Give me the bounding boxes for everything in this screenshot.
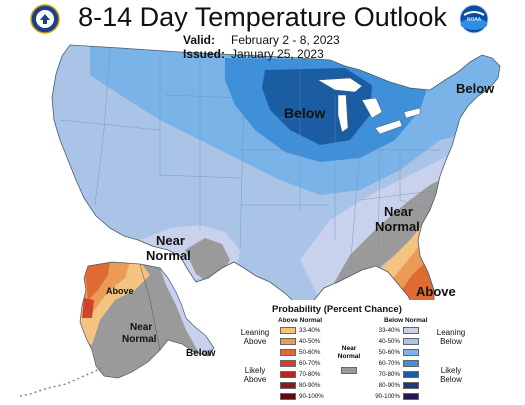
legend-above-swatch xyxy=(280,327,296,334)
issued-label: Issued: xyxy=(183,47,226,61)
label-above-florida: Above xyxy=(416,284,456,299)
legend-near-header: Near Normal xyxy=(337,345,361,360)
legend-above-row: 90-100% xyxy=(280,393,333,401)
legend-below-swatch xyxy=(403,360,419,367)
legend-below-label: 50-60% xyxy=(378,349,400,357)
legend-above-label: 70-80% xyxy=(299,371,321,379)
legend-above-label: 40-50% xyxy=(299,338,321,346)
commerce-seal-icon xyxy=(30,4,60,34)
legend-above-row: 50-60% xyxy=(280,349,333,357)
legend-above-label: 60-70% xyxy=(299,360,321,368)
label-below-midwest: Below xyxy=(284,105,325,121)
legend-leaning-above: Leaning Above xyxy=(240,328,270,346)
label-near-sw-1: Near xyxy=(156,233,185,248)
date-info: Valid: February 2 - 8, 2023 Issued: Januar… xyxy=(183,33,340,61)
page-title: 8-14 Day Temperature Outlook xyxy=(78,2,447,32)
legend-above-label: 80-90% xyxy=(299,382,321,390)
label-near-ak-1: Near xyxy=(130,322,152,333)
legend-likely-below: Likely Below xyxy=(440,366,462,384)
legend-above-swatch xyxy=(280,382,296,389)
legend-below-row: 90-100% xyxy=(366,393,419,401)
legend-title: Probability (Percent Chance) xyxy=(272,304,402,315)
legend-below-row: 80-90% xyxy=(366,382,419,390)
legend-below-row: 33-40% xyxy=(366,327,419,335)
legend-below-label: 70-80% xyxy=(378,371,400,379)
label-near-ak-2: Normal xyxy=(122,334,157,345)
legend-above-row: 80-90% xyxy=(280,382,333,390)
legend-below-label: 40-50% xyxy=(378,338,400,346)
legend: Probability (Percent Chance) Above Norma… xyxy=(236,300,520,404)
legend-above-swatch xyxy=(280,360,296,367)
legend-above-label: 33-40% xyxy=(299,327,321,335)
legend-near-swatch xyxy=(341,367,357,374)
legend-below-row: 50-60% xyxy=(366,349,419,357)
legend-below-swatch xyxy=(403,393,419,400)
label-below-northeast: Below xyxy=(456,81,495,96)
legend-below-row: 60-70% xyxy=(366,360,419,368)
issued-value: January 25, 2023 xyxy=(231,47,324,61)
legend-below-label: 80-90% xyxy=(378,382,400,390)
label-near-se-2: Normal xyxy=(375,219,420,234)
legend-below-row: 70-80% xyxy=(366,371,419,379)
legend-above-label: 90-100% xyxy=(299,393,324,401)
noaa-logo-text: NOAA xyxy=(467,17,482,23)
label-near-se-1: Near xyxy=(384,204,413,219)
legend-above-row: 33-40% xyxy=(280,327,333,335)
legend-above-swatch xyxy=(280,371,296,378)
noaa-logo-icon: NOAA xyxy=(459,4,489,34)
legend-below-swatch xyxy=(403,382,419,389)
valid-label: Valid: xyxy=(183,33,216,47)
label-below-alaska: Below xyxy=(186,348,216,359)
legend-below-row: 40-50% xyxy=(366,338,419,346)
legend-below-label: 90-100% xyxy=(375,393,400,401)
legend-below-swatch xyxy=(403,327,419,334)
legend-below-label: 33-40% xyxy=(378,327,400,335)
label-near-sw-2: Normal xyxy=(146,248,191,263)
legend-above-swatch xyxy=(280,338,296,345)
legend-above-swatch xyxy=(280,393,296,400)
legend-below-swatch xyxy=(403,338,419,345)
legend-above-swatch xyxy=(280,349,296,356)
legend-below-header: Below Normal xyxy=(384,317,428,324)
legend-above-row: 70-80% xyxy=(280,371,333,379)
legend-below-swatch xyxy=(403,371,419,378)
legend-above-row: 40-50% xyxy=(280,338,333,346)
legend-likely-above: Likely Above xyxy=(243,366,267,384)
legend-above-label: 50-60% xyxy=(299,349,321,357)
legend-above-header: Above Normal xyxy=(278,317,323,324)
legend-below-label: 60-70% xyxy=(378,360,400,368)
valid-value: February 2 - 8, 2023 xyxy=(231,33,340,47)
legend-leaning-below: Leaning Below xyxy=(436,328,466,346)
legend-above-row: 60-70% xyxy=(280,360,333,368)
label-above-alaska: Above xyxy=(106,286,134,296)
legend-below-swatch xyxy=(403,349,419,356)
